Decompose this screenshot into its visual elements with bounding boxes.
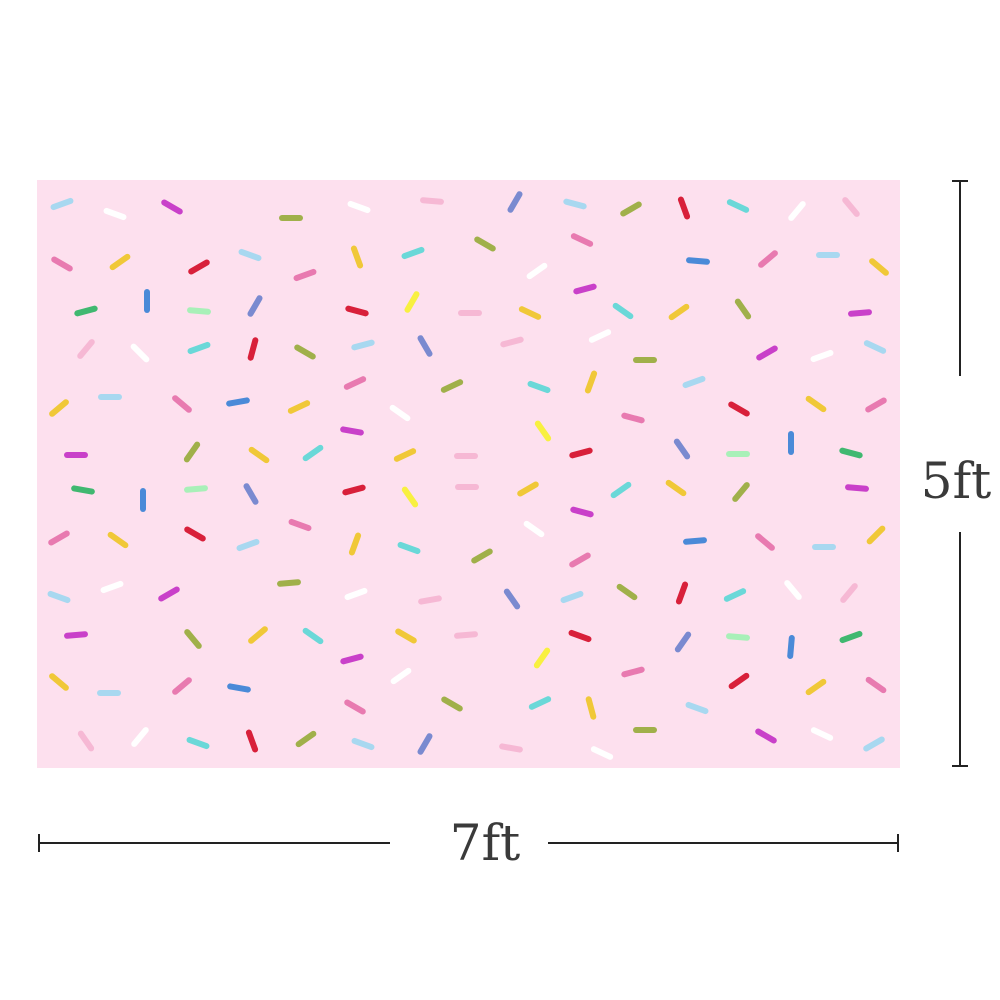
sprinkle bbox=[816, 252, 840, 258]
sprinkle bbox=[633, 357, 657, 363]
width-dimension: 7ft bbox=[39, 814, 898, 872]
sprinkle bbox=[726, 451, 750, 457]
sprinkle bbox=[97, 690, 121, 696]
sprinkle bbox=[64, 452, 88, 458]
sprinkle bbox=[279, 215, 303, 221]
sprinkle bbox=[788, 431, 794, 455]
sprinkle bbox=[140, 488, 146, 512]
sprinkle bbox=[144, 289, 150, 313]
sprinkle bbox=[454, 453, 478, 459]
height-dimension: 5ft bbox=[921, 181, 991, 766]
sprinkle bbox=[455, 484, 479, 490]
width-label: 7ft bbox=[450, 814, 520, 872]
sprinkle bbox=[98, 394, 122, 400]
backdrop-panel bbox=[37, 180, 900, 768]
sprinkle bbox=[812, 544, 836, 550]
sprinkle bbox=[458, 310, 482, 316]
sprinkle bbox=[633, 727, 657, 733]
height-label: 5ft bbox=[921, 452, 991, 510]
